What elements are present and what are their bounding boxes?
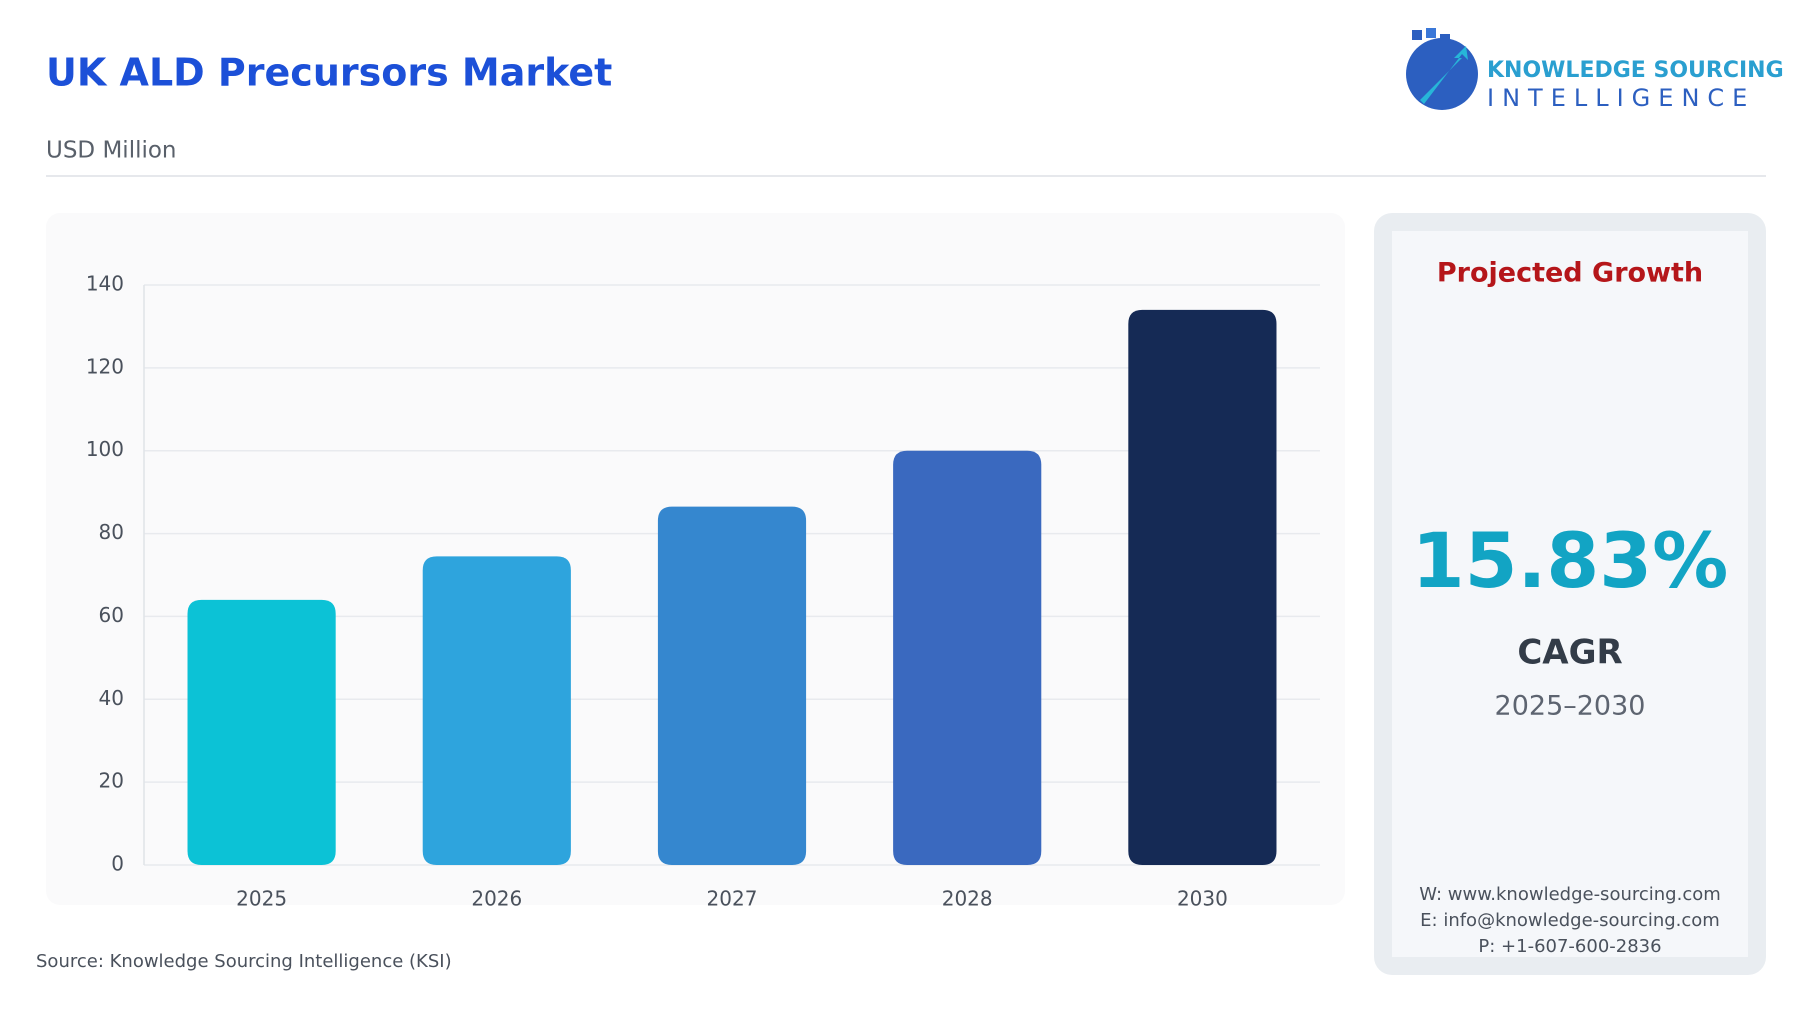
panel-heading: Projected Growth (1437, 258, 1703, 289)
bar (187, 599, 336, 865)
contact: W: www.knowledge-sourcing.com (1419, 884, 1721, 905)
growth-panel-inner (1392, 231, 1748, 957)
logo: KNOWLEDGE SOURCING INTELLIGENCE (1406, 28, 1784, 112)
contact: P: +1-607-600-2836 (1478, 936, 1661, 957)
x-tick-label: 2027 (707, 887, 758, 911)
y-tick-label: 20 (99, 769, 124, 793)
x-tick-label: 2026 (471, 887, 522, 911)
y-tick-label: 60 (99, 603, 124, 627)
x-tick-label: 2025 (236, 887, 287, 911)
contact: E: info@knowledge-sourcing.com (1420, 910, 1720, 931)
cagr-label: CAGR (1517, 633, 1622, 673)
y-tick-label: 40 (99, 686, 124, 710)
source-note: Source: Knowledge Sourcing Intelligence … (36, 951, 452, 972)
bar (422, 556, 571, 865)
chart-title: UK ALD Precursors Market (46, 51, 612, 95)
y-tick-label: 0 (111, 852, 124, 876)
logo-block (1440, 34, 1450, 44)
x-tick-label: 2028 (942, 887, 993, 911)
logo-text: KNOWLEDGE SOURCING (1487, 58, 1784, 83)
y-tick-label: 120 (86, 354, 124, 378)
logo-icon (1406, 38, 1478, 110)
y-tick-label: 80 (99, 520, 124, 544)
bar (1128, 309, 1277, 865)
bar (893, 450, 1042, 865)
chart-subtitle: USD Million (46, 138, 177, 164)
y-tick-label: 140 (86, 272, 124, 296)
logo-text: INTELLIGENCE (1487, 84, 1755, 112)
logo-arrow (1420, 46, 1468, 104)
y-tick-label: 100 (86, 437, 124, 461)
cagr-value: 15.83% (1412, 516, 1729, 605)
logo-block (1412, 30, 1422, 40)
cagr-period: 2025–2030 (1495, 691, 1646, 722)
bar (657, 506, 807, 865)
plot: 0 20 40 60 80 100 120 140 2025 2026 2027 2028 2030 (86, 272, 1320, 911)
x-tick-label: 2030 (1177, 887, 1228, 911)
logo-block (1426, 28, 1436, 38)
